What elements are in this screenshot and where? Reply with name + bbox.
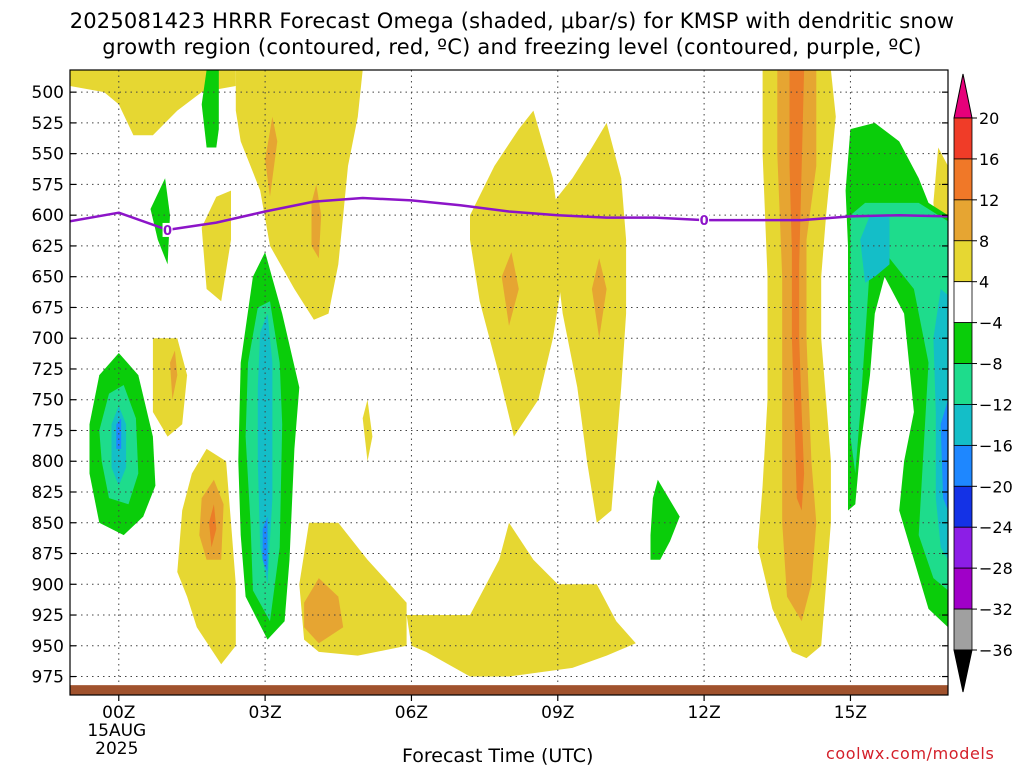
colorbar-segment [953, 526, 973, 569]
x-tick-year: 2025 [95, 739, 138, 759]
colorbar-segment [953, 199, 973, 242]
x-tick-label: 03Z [248, 703, 281, 723]
freezing-label-bg [699, 213, 710, 228]
omega-region-cyan [860, 215, 890, 283]
y-tick-label: 600 [32, 206, 64, 226]
colorbar-segment [953, 363, 973, 405]
colorbar: 20 16 12 8 4 −4 −8 −12 −16 −20 −24 −28 −32 −36 [953, 73, 1013, 693]
omega-shading [70, 70, 948, 677]
omega-region-orange [209, 504, 217, 548]
colorbar-label: 12 [979, 191, 999, 210]
y-tick-label: 950 [32, 637, 64, 657]
colorbar-segment [953, 322, 973, 364]
colorbar-top-arrow [953, 73, 973, 119]
y-tick-label: 775 [32, 421, 64, 441]
y-tick-label: 675 [32, 298, 64, 318]
colorbar-label: −24 [979, 518, 1013, 537]
y-tick-label: 900 [32, 575, 64, 595]
y-tick-label: 550 [32, 145, 64, 165]
colorbar-label: −4 [979, 314, 1003, 333]
x-tick-label: 06Z [395, 703, 428, 723]
x-tick-label: 12Z [687, 703, 720, 723]
y-tick-label: 875 [32, 545, 64, 565]
x-tick-label: 09Z [541, 703, 574, 723]
omega-region-gold [304, 578, 344, 644]
colorbar-label: 8 [979, 232, 989, 251]
colorbar-segment [953, 117, 973, 160]
colorbar-segment [953, 444, 973, 487]
freezing-level-label: 0 [700, 214, 709, 229]
omega-region-gold [591, 258, 607, 339]
omega-region-green [201, 70, 219, 148]
colorbar-segment [953, 608, 973, 651]
y-tick-label: 825 [32, 483, 64, 503]
colorbar-label: −20 [979, 477, 1013, 496]
colorbar-label: −32 [979, 600, 1013, 619]
axes: 500 525 550 575 600 625 650 675 700 725 750 775 800 8… [32, 69, 949, 759]
colorbar-label: −8 [979, 355, 1003, 374]
omega-region-yellow [201, 190, 231, 302]
title-line-2: growth region (contoured, red, ºC) and f… [102, 35, 922, 59]
colorbar-segment [953, 404, 973, 446]
colorbar-segment [953, 281, 973, 324]
y-tick-label: 975 [32, 668, 64, 688]
title-line-1: 2025081423 HRRR Forecast Omega (shaded, … [69, 9, 955, 33]
freezing-level-label: 0 [163, 224, 172, 239]
y-tick-label: 500 [32, 83, 64, 103]
colorbar-bottom-arrow [953, 649, 973, 693]
freezing-level-contour: 00 [70, 196, 948, 239]
x-tick-label: 00Z [102, 703, 135, 723]
colorbar-label: −12 [979, 395, 1013, 414]
y-tick-label: 850 [32, 514, 64, 534]
omega-region-gold [265, 116, 278, 197]
y-tick-label: 725 [32, 360, 64, 380]
colorbar-label: −36 [979, 641, 1013, 660]
plot-frame [69, 69, 949, 696]
omega-region-yellow [406, 522, 636, 677]
omega-region-orange [789, 70, 805, 511]
x-tick-date: 15AUG [87, 721, 146, 741]
y-tick-label: 625 [32, 237, 64, 257]
omega-region-yellow [70, 70, 236, 136]
y-tick-label: 575 [32, 175, 64, 195]
colorbar-label: −16 [979, 436, 1013, 455]
omega-region-yellow [152, 338, 188, 437]
site-credit: coolwx.com/models [826, 744, 995, 763]
omega-region-gold [501, 252, 519, 326]
omega-region-yellow [470, 110, 563, 437]
x-axis-title-text: Forecast Time (UTC) [402, 745, 594, 767]
omega-region-teal [850, 202, 948, 591]
grid-lines [70, 70, 948, 695]
omega-region-blue [940, 399, 948, 511]
colorbar-segment [953, 158, 973, 201]
ground-fill [70, 685, 948, 695]
omega-region-cyan [257, 313, 273, 585]
colorbar-segment [953, 240, 973, 283]
ground-strip [70, 685, 948, 695]
omega-region-yellow [235, 70, 363, 320]
omega-region-green [150, 178, 170, 265]
colorbar-label: 16 [979, 150, 999, 169]
y-tick-label: 650 [32, 268, 64, 288]
omega-region-yellow [552, 122, 627, 523]
y-tick-label: 700 [32, 329, 64, 349]
chart-title: 2025081423 HRRR Forecast Omega (shaded, … [0, 8, 1024, 60]
y-tick-label: 800 [32, 452, 64, 472]
x-tick-label: 15Z [834, 703, 867, 723]
colorbar-label: −28 [979, 559, 1013, 578]
colorbar-segment [953, 485, 973, 528]
y-tick-label: 925 [32, 606, 64, 626]
y-tick-label: 525 [32, 114, 64, 134]
omega-region-gold [170, 350, 178, 400]
freezing-label-bg [162, 222, 173, 237]
colorbar-segment [953, 567, 973, 610]
omega-region-green [650, 479, 680, 560]
colorbar-label: 20 [979, 109, 999, 128]
freezing-level-line [70, 196, 948, 232]
y-tick-label: 750 [32, 391, 64, 411]
colorbar-label: 4 [979, 273, 989, 292]
